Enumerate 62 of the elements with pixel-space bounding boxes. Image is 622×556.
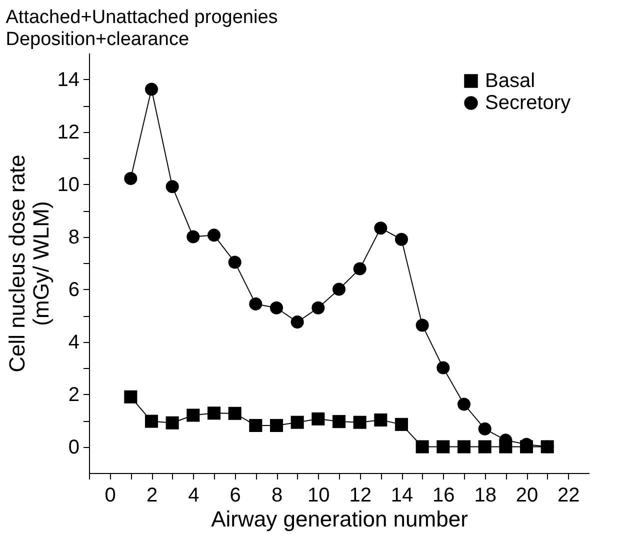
chart-subtitle: Deposition+clearance [6, 29, 190, 50]
y-tick-label: 0 [68, 436, 80, 458]
point [249, 418, 262, 432]
y-tick-label: 14 [57, 68, 80, 91]
point [416, 440, 429, 454]
point [290, 316, 304, 329]
y-tick-label: 12 [57, 121, 80, 144]
point [228, 406, 242, 420]
point [124, 390, 138, 404]
x-tick-label: 6 [230, 484, 241, 506]
point [144, 82, 158, 96]
point [207, 228, 221, 242]
y-axis-title: Cell nucleus dose rate (mGy/ WLM) [4, 154, 54, 372]
point [166, 416, 179, 430]
point [353, 262, 366, 276]
x-tick-label: 18 [474, 484, 496, 506]
chart-title: Attached+Unattached progenies [6, 7, 278, 28]
point [332, 415, 346, 428]
point [144, 414, 158, 428]
point [312, 301, 325, 314]
x-tick-label: 20 [516, 484, 538, 506]
point [457, 398, 471, 411]
point [270, 418, 284, 432]
point [416, 318, 429, 332]
point [394, 232, 408, 246]
point [457, 440, 471, 454]
point [290, 416, 304, 429]
x-tick-label: 22 [558, 484, 580, 506]
point [478, 440, 492, 454]
x-axis-title: Airway generation number [211, 506, 468, 532]
point [332, 282, 346, 296]
x-tick-label: 14 [390, 484, 414, 506]
point [312, 412, 325, 426]
legend-label: Secretory [485, 92, 571, 114]
point [374, 413, 388, 426]
x-tick-label: 4 [188, 484, 200, 506]
x-tick-label: 12 [349, 484, 372, 506]
point [374, 222, 388, 235]
point [228, 256, 242, 269]
y-tick-label: 2 [68, 384, 80, 406]
legend-label: Basal [485, 70, 536, 92]
point [353, 416, 366, 429]
point [124, 172, 138, 185]
point [207, 406, 221, 420]
point [478, 422, 492, 436]
y-tick-label: 6 [68, 278, 80, 301]
x-tick-label: 2 [146, 484, 158, 506]
x-tick-label: 10 [308, 484, 330, 506]
x-tick-label: 0 [104, 484, 116, 506]
point [186, 230, 200, 244]
point [270, 301, 284, 314]
x-tick-label: 8 [271, 484, 283, 506]
point [166, 180, 179, 194]
point [436, 361, 450, 374]
point [249, 297, 262, 310]
point [436, 440, 450, 454]
y-tick-label: 4 [68, 331, 80, 354]
point [186, 408, 200, 422]
y-tick-label: 10 [57, 174, 80, 196]
point [394, 418, 408, 431]
x-tick-label: 16 [432, 484, 455, 506]
y-tick-label: 8 [68, 226, 80, 248]
